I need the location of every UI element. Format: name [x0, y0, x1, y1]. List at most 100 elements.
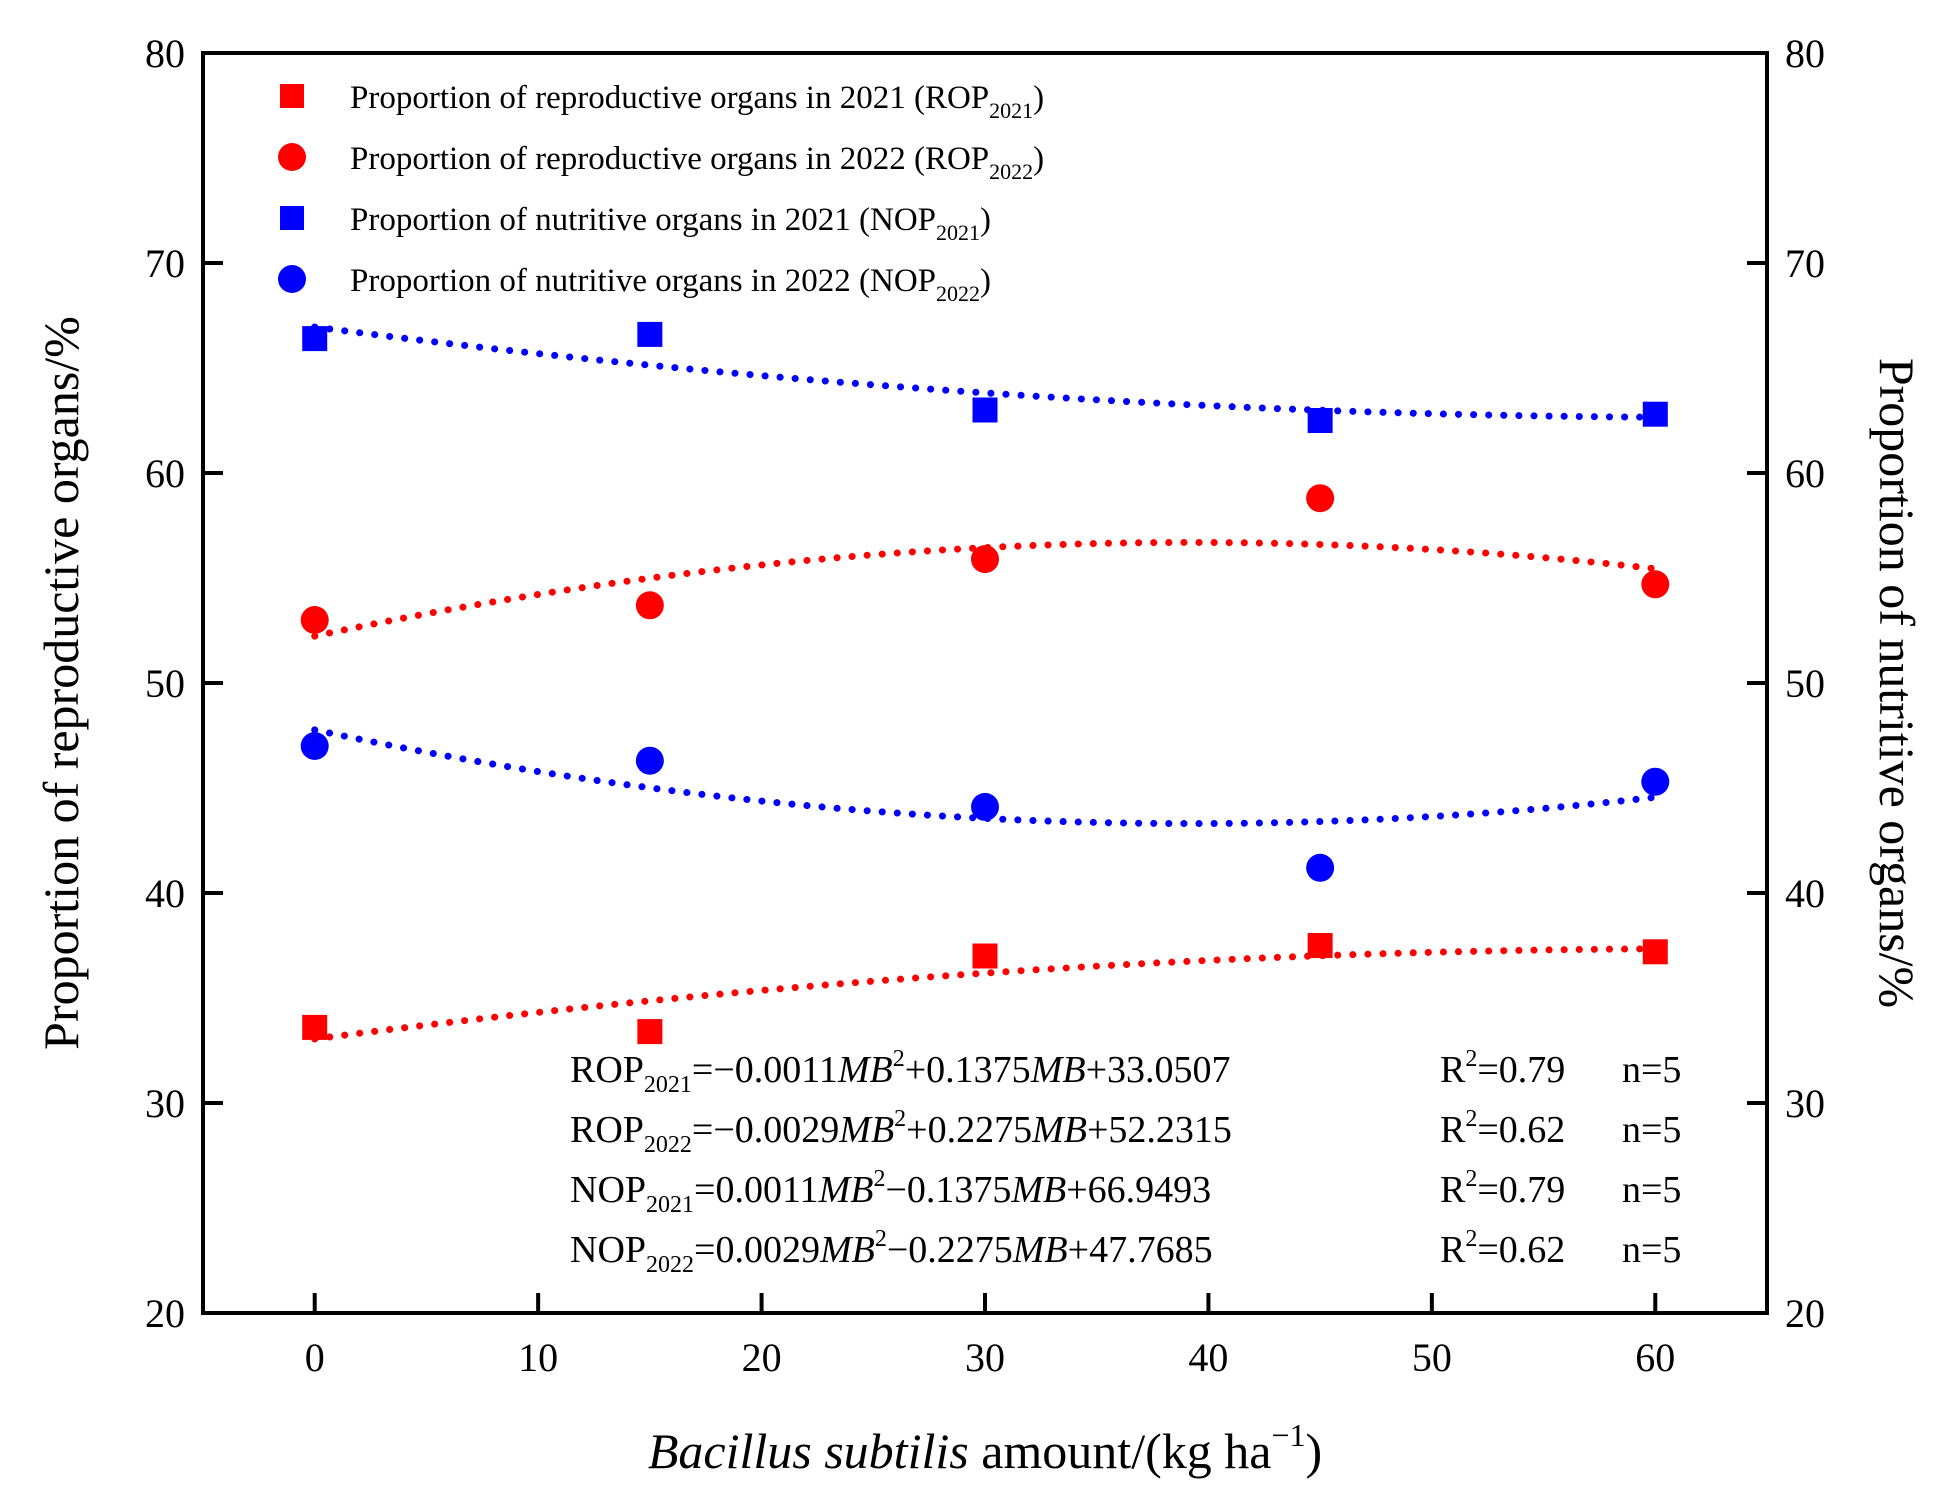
fit-line-ROP2021	[311, 945, 1659, 1043]
r2-sup: 2	[1465, 1226, 1477, 1252]
eq-sup: 2	[894, 1106, 906, 1132]
point-ROP2021	[1642, 939, 1668, 965]
legend-marker-ROP2021	[280, 84, 304, 108]
eq-var: MB	[1031, 1109, 1087, 1151]
r2-value: =0.79	[1477, 1049, 1565, 1091]
fit-line-NOP2021	[311, 323, 1659, 421]
x-tick-label: 0	[305, 1335, 325, 1380]
legend-marker-NOP2022	[278, 265, 306, 293]
x-axis-label-sup: −1	[1271, 1417, 1305, 1453]
eq-coef-b: −0.2275	[887, 1229, 1013, 1271]
legend-label-sub: 2022	[989, 159, 1033, 184]
data-points	[300, 321, 1670, 1045]
point-NOP2021	[302, 326, 328, 352]
point-NOP2022	[971, 792, 999, 821]
r2-symbol: R	[1440, 1169, 1466, 1211]
point-ROP2021	[972, 943, 998, 969]
eq-sub: 2022	[644, 1132, 692, 1158]
point-NOP2021	[972, 397, 998, 423]
eq-name: ROP	[570, 1109, 644, 1151]
x-axis-label-italic: Bacillus subtilis	[648, 1423, 969, 1479]
legend-label-close: )	[1033, 141, 1044, 177]
eq-coef-b: −0.1375	[885, 1169, 1011, 1211]
point-ROP2021	[1307, 933, 1333, 958]
y-right-tick-label: 80	[1785, 31, 1825, 76]
eq-coef-c: +66.9493	[1066, 1169, 1211, 1211]
x-tick-label: 60	[1635, 1335, 1675, 1380]
point-ROP2021	[637, 1019, 663, 1045]
eq-coef-a: =−0.0029	[692, 1109, 839, 1151]
fit-lines	[311, 323, 1659, 1043]
legend: Proportion of reproductive organs in 202…	[278, 80, 1044, 306]
x-axis-label-text: amount/(kg ha	[969, 1423, 1272, 1479]
legend-label-main: Proportion of reproductive organs in 202…	[350, 80, 989, 116]
legend-label-sub: 2021	[936, 220, 980, 245]
y-left-tick-label: 50	[145, 661, 185, 706]
r2-symbol: R	[1440, 1109, 1466, 1151]
y-left-tick-label: 40	[145, 871, 185, 916]
eq-var: MB	[819, 1229, 875, 1271]
eq-sub: 2021	[644, 1072, 692, 1098]
r2-symbol: R	[1440, 1049, 1466, 1091]
equation-n: n=5	[1622, 1049, 1681, 1091]
eq-sup: 2	[875, 1226, 887, 1252]
x-axis-label-close: )	[1305, 1423, 1322, 1479]
point-NOP2022	[635, 746, 664, 775]
legend-marker-NOP2021	[280, 206, 304, 230]
eq-coef-a: =0.0011	[694, 1169, 819, 1211]
legend-label-ROP2021: Proportion of reproductive organs in 202…	[350, 80, 1044, 123]
legend-label-sub: 2021	[989, 98, 1033, 123]
eq-var: MB	[818, 1169, 874, 1211]
point-NOP2021	[1307, 408, 1333, 433]
legend-label-close: )	[980, 202, 991, 238]
equation-n: n=5	[1622, 1109, 1681, 1151]
point-ROP2022	[971, 545, 999, 574]
x-tick-label: 50	[1412, 1335, 1452, 1380]
r2-sup: 2	[1465, 1166, 1477, 1192]
r2-value: =0.62	[1477, 1229, 1565, 1271]
eq-coef-c: +47.7685	[1068, 1229, 1213, 1271]
legend-label-main: Proportion of nutritive organs in 2021 (…	[350, 202, 936, 238]
x-tick-label: 40	[1188, 1335, 1228, 1380]
r2-value: =0.79	[1477, 1169, 1565, 1211]
eq-name: ROP	[570, 1049, 644, 1091]
eq-coef-b: +0.2275	[906, 1109, 1032, 1151]
point-NOP2022	[300, 732, 329, 760]
x-tick-label: 10	[518, 1335, 558, 1380]
point-NOP2022	[1306, 853, 1335, 882]
point-ROP2022	[635, 591, 664, 620]
equation-ROP2021: ROP2021=−0.0011MB2+0.1375MB+33.0507	[570, 1046, 1231, 1098]
legend-label-sub: 2022	[936, 281, 980, 306]
legend-label-main: Proportion of nutritive organs in 2022 (…	[350, 263, 936, 299]
y-right-tick-label: 40	[1785, 871, 1825, 916]
equation-r2: R2=0.79	[1440, 1166, 1565, 1211]
point-ROP2022	[1641, 570, 1670, 599]
eq-sup: 2	[893, 1046, 905, 1072]
y-right-tick-label: 20	[1785, 1291, 1825, 1336]
equation-NOP2022: NOP2022=0.0029MB2−0.2275MB+47.7685	[570, 1226, 1213, 1278]
equation-NOP2021: NOP2021=0.0011MB2−0.1375MB+66.9493	[570, 1166, 1211, 1218]
r2-sup: 2	[1465, 1106, 1477, 1132]
eq-var: MB	[1030, 1049, 1086, 1091]
y-left-tick-label: 70	[145, 241, 185, 286]
eq-sub: 2022	[646, 1252, 694, 1278]
point-NOP2021	[637, 321, 663, 347]
point-ROP2022	[1306, 484, 1335, 513]
eq-name: NOP	[570, 1229, 646, 1271]
r2-symbol: R	[1440, 1229, 1466, 1271]
equation-ROP2022: ROP2022=−0.0029MB2+0.2275MB+52.2315	[570, 1106, 1232, 1158]
y-right-tick-label: 70	[1785, 241, 1825, 286]
y-axis-label-right: Proportion of nutritive organs/%	[1869, 358, 1925, 1008]
y-axis-label-left: Proportion of reproductive organs/%	[33, 316, 89, 1050]
r2-sup: 2	[1465, 1046, 1477, 1072]
r2-value: =0.62	[1477, 1109, 1565, 1151]
point-NOP2021	[1642, 401, 1668, 427]
equation-n: n=5	[1622, 1169, 1681, 1211]
eq-sup: 2	[873, 1166, 885, 1192]
eq-coef-a: =0.0029	[694, 1229, 820, 1271]
eq-var: MB	[1010, 1169, 1066, 1211]
legend-label-close: )	[980, 263, 991, 299]
y-left-tick-label: 20	[145, 1291, 185, 1336]
axes: 0 10 20 30 40 50 60 20 20 30 30 40 40 50 50 60 60 70 70 80 8…	[33, 31, 1925, 1479]
eq-sub: 2021	[646, 1192, 694, 1218]
